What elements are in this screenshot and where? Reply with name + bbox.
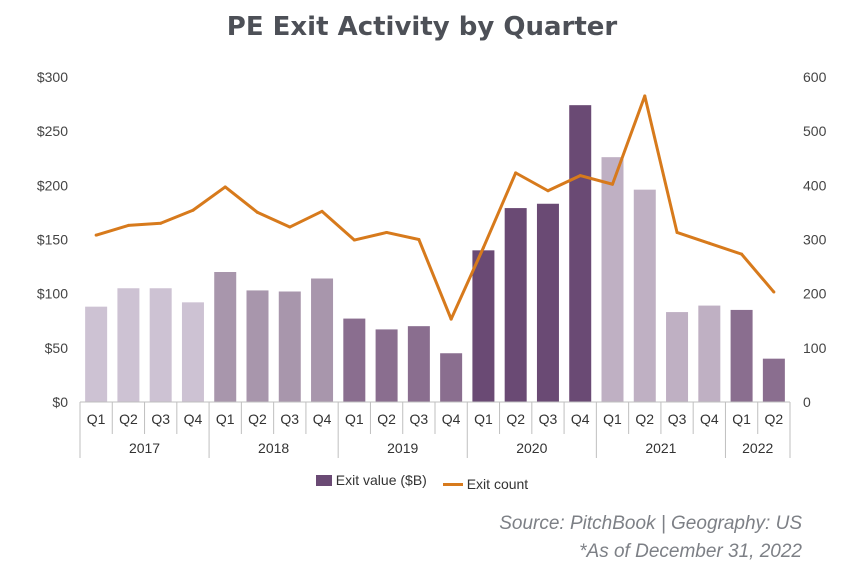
legend-item-exit-value: Exit value ($B) <box>315 472 427 488</box>
bar-21 <box>730 309 753 402</box>
x-tick-label-quarter: Q4 <box>571 411 590 427</box>
point-exit-count-20 <box>707 241 711 245</box>
bar-18 <box>633 189 656 402</box>
x-tick-label-quarter: Q2 <box>248 411 267 427</box>
y-left-tick-label: $250 <box>37 123 68 139</box>
x-tick-label-quarter: Q3 <box>410 411 429 427</box>
bar-20 <box>698 305 721 402</box>
point-exit-count-16 <box>578 174 582 178</box>
y-right-tick-label: 0 <box>803 394 811 410</box>
x-tick-label-quarter: Q3 <box>280 411 299 427</box>
bar-11 <box>407 326 430 402</box>
y-left-tick-label: $150 <box>37 232 68 248</box>
x-tick-label-quarter: Q4 <box>700 411 719 427</box>
y-right-tick-label: 300 <box>803 232 827 248</box>
bar-6 <box>246 290 269 402</box>
x-tick-label-year: 2020 <box>516 440 547 456</box>
legend-swatch-exit-count <box>442 482 463 486</box>
bar-17 <box>601 157 624 402</box>
x-tick-label-quarter: Q2 <box>635 411 654 427</box>
x-tick-label-quarter: Q2 <box>377 411 396 427</box>
bar-3 <box>149 288 172 402</box>
legend-label-exit-value: Exit value ($B) <box>335 472 427 488</box>
bar-9 <box>343 318 366 402</box>
x-tick-label-quarter: Q2 <box>506 411 525 427</box>
bar-12 <box>440 353 463 402</box>
bar-15 <box>536 203 559 402</box>
y-left-tick-label: $100 <box>37 286 68 302</box>
bar-19 <box>666 312 689 402</box>
bar-4 <box>181 302 204 402</box>
bar-5 <box>214 272 237 402</box>
point-exit-count-2 <box>126 223 130 227</box>
x-tick-label-quarter: Q4 <box>184 411 203 427</box>
point-exit-count-19 <box>675 230 679 234</box>
x-tick-label-quarter: Q1 <box>87 411 106 427</box>
x-tick-label-year: 2022 <box>742 440 773 456</box>
x-tick-label-quarter: Q4 <box>313 411 332 427</box>
x-tick-label-quarter: Q3 <box>151 411 170 427</box>
y-left-tick-label: $50 <box>45 340 69 356</box>
x-tick-label-year: 2021 <box>645 440 676 456</box>
x-tick-label-quarter: Q1 <box>603 411 622 427</box>
y-left-tick-label: $300 <box>37 69 68 85</box>
point-exit-count-6 <box>256 210 259 214</box>
legend-label-exit-count: Exit count <box>466 476 529 492</box>
point-exit-count-5 <box>223 185 227 189</box>
y-right-tick-label: 400 <box>803 177 827 193</box>
point-exit-count-3 <box>159 221 163 225</box>
x-tick-label-quarter: Q3 <box>668 411 687 427</box>
bar-22 <box>762 358 785 402</box>
footnote: *As of December 31, 2022 <box>579 541 802 562</box>
x-tick-label-quarter: Q1 <box>345 411 364 427</box>
y-right-tick-label: 100 <box>803 340 827 356</box>
bar-13 <box>472 250 495 402</box>
point-exit-count-8 <box>320 209 324 213</box>
line-exit-count <box>95 94 776 321</box>
x-tick-label-quarter: Q4 <box>442 411 461 427</box>
point-exit-count-13 <box>481 246 485 250</box>
bar-7 <box>278 291 301 402</box>
x-tick-label-year: 2017 <box>129 440 160 456</box>
x-tick-label-quarter: Q1 <box>216 411 235 427</box>
chart-title: PE Exit Activity by Quarter <box>226 12 618 42</box>
y-right-tick-label: 200 <box>803 286 827 302</box>
legend: Exit value ($B) Exit count <box>0 472 844 492</box>
point-exit-count-7 <box>288 225 292 229</box>
point-exit-count-14 <box>514 171 518 175</box>
x-tick-label-quarter: Q2 <box>765 411 784 427</box>
point-exit-count-21 <box>740 252 744 256</box>
point-exit-count-22 <box>772 290 776 294</box>
point-exit-count-9 <box>352 238 356 242</box>
point-exit-count-4 <box>191 208 195 212</box>
bar-16 <box>569 105 592 403</box>
bar-14 <box>504 208 527 402</box>
point-exit-count-11 <box>417 238 421 241</box>
bar-2 <box>117 288 140 402</box>
x-tick-label-quarter: Q3 <box>539 411 558 427</box>
x-tick-label-quarter: Q1 <box>474 411 493 427</box>
x-tick-label-quarter: Q2 <box>119 411 138 427</box>
bar-10 <box>375 329 398 402</box>
y-left-tick-label: $0 <box>52 394 68 410</box>
point-exit-count-1 <box>94 233 98 237</box>
point-exit-count-18 <box>643 94 647 98</box>
bar-8 <box>311 278 334 402</box>
bar-1 <box>85 306 108 402</box>
source-note: Source: PitchBook | Geography: US <box>499 513 802 534</box>
legend-item-exit-count: Exit count <box>442 476 529 492</box>
y-right-tick-label: 600 <box>803 69 827 85</box>
y-right-tick-label: 500 <box>803 123 827 139</box>
point-exit-count-17 <box>611 182 614 186</box>
point-exit-count-15 <box>546 189 550 193</box>
y-left-tick-label: $200 <box>37 177 68 193</box>
point-exit-count-10 <box>385 230 389 234</box>
point-exit-count-12 <box>449 317 453 321</box>
x-tick-label-year: 2019 <box>387 440 418 456</box>
x-tick-label-year: 2018 <box>258 440 289 456</box>
x-tick-label-quarter: Q1 <box>732 411 751 427</box>
legend-swatch-exit-value <box>315 474 332 486</box>
